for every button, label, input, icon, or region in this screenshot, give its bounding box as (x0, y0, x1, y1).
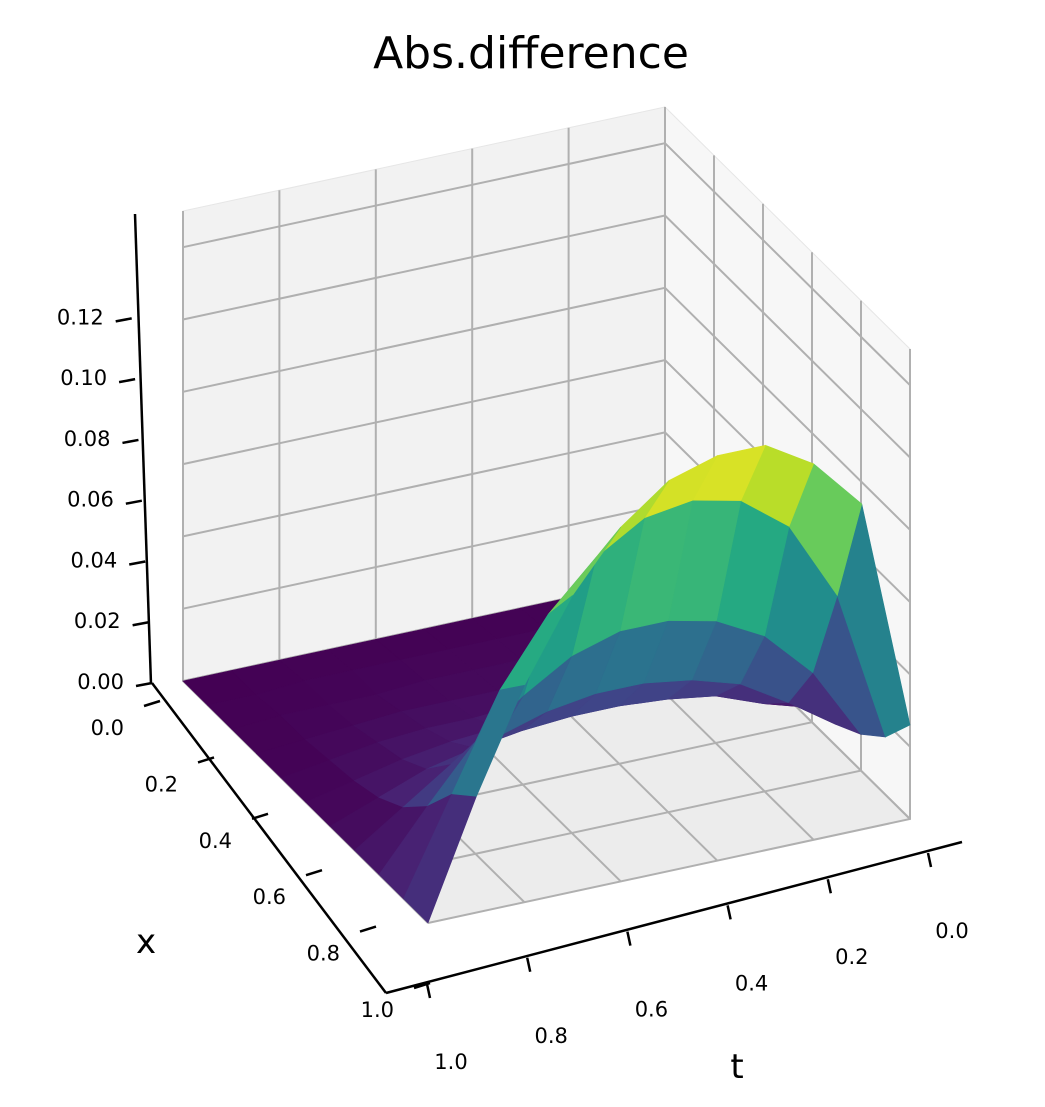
z-tick (132, 621, 149, 627)
z-tick-label: 0.12 (57, 305, 104, 329)
surface-mesh (182, 444, 911, 924)
t-gridline (378, 300, 862, 876)
z-tick (129, 560, 146, 566)
t-axis-line (385, 840, 963, 995)
x-tick (305, 869, 323, 877)
t-tick-label: 0.8 (534, 1024, 567, 1048)
z-tick-label: 0.02 (74, 609, 121, 633)
x-tick (359, 925, 377, 933)
x-axis-label: x (136, 922, 156, 962)
x-tick-label: 0.0 (91, 716, 124, 740)
t-tick-label: 0.4 (735, 971, 768, 995)
z-tick (115, 317, 132, 323)
tick-labels: 0.00 0.02 0.04 0.06 0.08 0.10 0.12 0.0 0.2 0.4 0.6… (57, 305, 969, 1074)
z-tick-label: 0.00 (77, 670, 124, 694)
x-tick-label: 1.0 (361, 998, 394, 1022)
t-axis-label: t (730, 1047, 743, 1087)
z-tick-label: 0.08 (64, 427, 111, 451)
t-tick (726, 905, 732, 920)
z-tick (125, 499, 143, 505)
z-tick-label: 0.04 (70, 548, 117, 572)
x-tick-label: 0.4 (199, 829, 232, 853)
t-tick (926, 852, 933, 868)
t-tick (826, 878, 833, 894)
x-tick (413, 981, 431, 990)
x-tick-label: 0.6 (253, 885, 286, 909)
x-tick (251, 812, 269, 820)
z-tick (135, 681, 153, 688)
x-tick (197, 756, 215, 764)
t-tick (626, 931, 632, 946)
z-tick-label: 0.06 (67, 488, 114, 512)
t-tick-label: 0.2 (835, 945, 868, 969)
x-tick-label: 0.8 (307, 942, 340, 966)
t-gridline (329, 252, 813, 828)
t-tick-label: 0.6 (635, 998, 668, 1022)
axis-lines (115, 213, 963, 999)
x-tick-label: 0.2 (145, 772, 178, 796)
z-axis-line (133, 213, 153, 685)
chart-title: Abs.difference (373, 28, 689, 79)
t-tick (425, 983, 432, 999)
x-tick (143, 699, 161, 708)
z-tick (122, 438, 139, 445)
x-axis-line (151, 682, 387, 994)
t-tick-label: 0.0 (935, 919, 968, 943)
z-tick (118, 377, 136, 384)
surface-facet (403, 794, 477, 924)
t-tick-label: 1.0 (434, 1050, 467, 1074)
t-tick (525, 957, 532, 973)
z-tick-label: 0.10 (60, 366, 107, 390)
t-gridline (427, 349, 911, 924)
